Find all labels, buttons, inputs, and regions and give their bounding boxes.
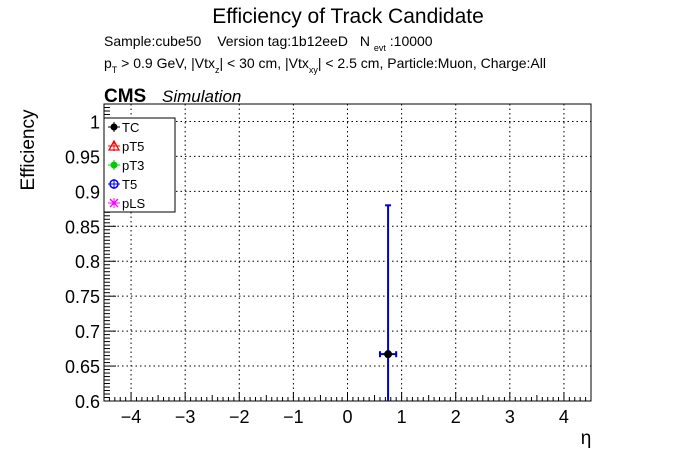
subtitle-line2-part: xy (309, 65, 319, 75)
legend-marker (110, 123, 118, 131)
x-tick-label: 1 (397, 407, 407, 427)
legend-marker (107, 139, 121, 151)
x-tick-label: 4 (559, 407, 569, 427)
subtitle-line2-part: p (104, 55, 112, 71)
legend-item-pt3: pT3 (108, 158, 144, 173)
y-axis-label: Efficiency (18, 109, 39, 190)
legend-label: T5 (122, 177, 137, 192)
x-tick-label: −2 (229, 407, 250, 427)
y-tick-label: 0.65 (65, 357, 100, 377)
nevt-prefix: N (360, 33, 370, 49)
data-point-tc (384, 350, 393, 359)
chart-title: Efficiency of Track Candidate (212, 5, 484, 28)
grid (104, 104, 591, 402)
x-tick-label: −1 (283, 407, 304, 427)
legend-item-tc: TC (108, 120, 139, 135)
legend-marker (109, 179, 119, 189)
nevt-subscript: evt (374, 43, 387, 53)
cms-label: CMS (104, 86, 146, 107)
legend-item-pt5: pT5 (107, 139, 144, 154)
sample-label: Sample:cube50 (104, 33, 202, 49)
y-tick-label: 0.6 (75, 392, 100, 412)
y-tick-label: 1 (90, 112, 100, 132)
y-tick-label: 0.7 (75, 322, 100, 342)
subtitle-line2-part: z (215, 65, 220, 75)
subtitle-line2-part: > 0.9 GeV, |Vtx (117, 55, 215, 71)
legend-label: pT5 (122, 139, 144, 154)
legend-label: pLS (122, 196, 145, 211)
y-tick-label: 0.8 (75, 252, 100, 272)
subtitle-line1: Sample:cube50 Version tag:1b12eeD N evt … (104, 33, 433, 54)
legend-marker (110, 161, 118, 169)
legend-marker (109, 198, 119, 208)
x-tick-label: 2 (451, 407, 461, 427)
y-tick-label: 0.9 (75, 182, 100, 202)
data-points (378, 204, 398, 401)
subtitle-line2-part: | < 30 cm, |Vtx (219, 55, 308, 71)
legend: TC pT5 pT3 T5 pLS (103, 117, 176, 213)
subtitle-line2-part: T (112, 65, 118, 75)
version-label: Version tag:1b12eeD (217, 33, 348, 49)
simulation-label: Simulation (162, 87, 241, 106)
subtitle-line2-part: | < 2.5 cm, Particle:Muon, Charge:All (318, 55, 546, 71)
legend-item-pls: pLS (108, 196, 145, 211)
legend-label: pT3 (122, 158, 144, 173)
subtitle-line2: pT > 0.9 GeV, |Vtxz| < 30 cm, |Vtxxy| < … (104, 55, 546, 75)
x-tick-label: −3 (175, 407, 196, 427)
x-tick-label: −4 (121, 407, 142, 427)
y-tick-label: 0.85 (65, 217, 100, 237)
y-tick-label: 0.95 (65, 147, 100, 167)
y-tick-label: 0.75 (65, 287, 100, 307)
x-tick-label: 0 (342, 407, 352, 427)
x-axis: −4 −3 −2 −1 0 1 2 3 4 (103, 392, 592, 427)
legend-label: TC (122, 120, 139, 135)
nevt-suffix: :10000 (390, 33, 433, 49)
x-tick-label: 3 (505, 407, 515, 427)
legend-item-t5: T5 (108, 177, 137, 192)
x-axis-label: η (581, 428, 592, 449)
